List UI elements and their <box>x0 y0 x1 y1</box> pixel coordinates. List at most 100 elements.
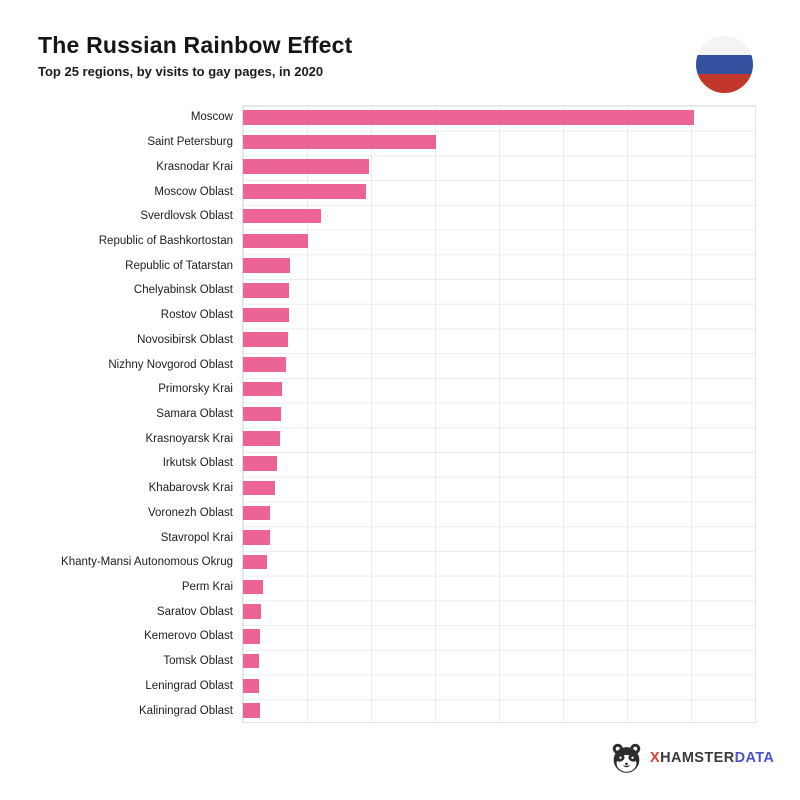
chart-row: Saint Petersburg <box>30 130 756 155</box>
bar <box>243 703 260 718</box>
hamster-icon <box>612 743 641 773</box>
bar <box>243 530 270 545</box>
chart-row: Kaliningrad Oblast <box>30 698 756 723</box>
category-label: Leningrad Oblast <box>145 679 233 692</box>
bar-track <box>242 352 756 377</box>
logo-wordmark: XHAMSTERDATA <box>650 750 774 766</box>
chart-row: Primorsky Krai <box>30 377 756 402</box>
bar <box>243 381 283 397</box>
category-label: Tomsk Oblast <box>163 655 233 668</box>
chart-row: Kemerovo Oblast <box>30 624 756 649</box>
bar-track <box>242 599 756 624</box>
chart-row: Stavropol Krai <box>30 525 756 550</box>
bar-track <box>242 624 756 649</box>
bar-track <box>242 303 756 328</box>
category-label: Perm Krai <box>181 581 233 594</box>
chart-row: Tomsk Oblast <box>30 649 756 674</box>
category-label: Saratov Oblast <box>156 605 233 618</box>
chart-row: Voronezh Oblast <box>30 501 756 526</box>
flag-stripe-blue <box>696 55 753 75</box>
category-label: Rostov Oblast <box>160 309 233 322</box>
bar-track <box>242 327 756 352</box>
chart-row: Krasnoyarsk Krai <box>30 426 756 451</box>
bar-track <box>242 674 756 699</box>
category-label: Novosibirsk Oblast <box>137 333 233 346</box>
bar-track <box>242 402 756 427</box>
bar-track <box>242 476 756 501</box>
bar <box>243 134 436 150</box>
category-label: Khabarovsk Krai <box>148 482 233 495</box>
bar-track <box>242 377 756 402</box>
bar-chart: Moscow Saint Petersburg Krasnodar Krai Mosc… <box>30 105 756 723</box>
bar <box>243 554 268 570</box>
logo-part-x: X <box>650 750 661 766</box>
bar-track <box>242 154 756 179</box>
category-label: Voronezh Oblast <box>147 506 233 519</box>
bar <box>243 208 321 224</box>
category-label: Sverdlovsk Oblast <box>140 210 233 223</box>
category-label: Kemerovo Oblast <box>144 630 233 643</box>
category-label: Nizhny Novgorod Oblast <box>108 358 233 371</box>
chart-row: Perm Krai <box>30 575 756 600</box>
chart-row: Irkutsk Oblast <box>30 451 756 476</box>
category-label: Saint Petersburg <box>147 136 233 149</box>
bar <box>243 431 281 446</box>
chart-row: Moscow Oblast <box>30 179 756 204</box>
flag-stripe-white <box>696 36 753 56</box>
category-label: Republic of Tatarstan <box>125 259 233 272</box>
page-subtitle: Top 25 regions, by visits to gay pages, … <box>38 64 324 79</box>
page-title: The Russian Rainbow Effect <box>38 32 353 58</box>
chart-rows: Moscow Saint Petersburg Krasnodar Krai Mosc… <box>30 105 756 723</box>
bar <box>243 653 259 669</box>
category-label: Irkutsk Oblast <box>162 457 233 470</box>
bar <box>243 233 308 249</box>
chart-row: Novosibirsk Oblast <box>30 327 756 352</box>
category-label: Samara Oblast <box>156 407 233 420</box>
bar <box>243 110 694 125</box>
chart-row: Moscow <box>30 105 756 130</box>
bar-track <box>242 105 756 130</box>
chart-row: Khanty-Mansi Autonomous Okrug <box>30 550 756 575</box>
bar-track <box>242 698 756 723</box>
bar <box>243 579 263 595</box>
bar-track <box>242 426 756 451</box>
brand-logo: XHAMSTERDATA <box>609 740 774 776</box>
category-label: Khanty-Mansi Autonomous Okrug <box>61 556 233 569</box>
bar-track <box>242 229 756 254</box>
chart-row: Republic of Bashkortostan <box>30 229 756 254</box>
bar-track <box>242 649 756 674</box>
plot-area <box>242 105 756 723</box>
category-label: Chelyabinsk Oblast <box>133 284 233 297</box>
logo-part-hamster: HAMSTER <box>660 750 735 766</box>
category-label: Stavropol Krai <box>160 531 233 544</box>
chart-row: Chelyabinsk Oblast <box>30 278 756 303</box>
category-label: Moscow Oblast <box>154 185 233 198</box>
bar <box>243 184 367 199</box>
bar <box>243 159 369 174</box>
bar <box>243 480 276 496</box>
chart-row: Saratov Oblast <box>30 599 756 624</box>
bar <box>243 678 259 694</box>
bar-track <box>242 179 756 204</box>
bar <box>243 283 289 298</box>
russia-flag-circle-icon <box>696 36 753 93</box>
chart-row: Khabarovsk Krai <box>30 476 756 501</box>
category-label: Krasnoyarsk Krai <box>145 432 233 445</box>
bar <box>243 456 278 471</box>
bar <box>243 406 281 422</box>
logo-part-data: DATA <box>734 750 775 766</box>
bar-track <box>242 204 756 229</box>
category-label: Republic of Bashkortostan <box>98 234 233 247</box>
chart-row: Nizhny Novgorod Oblast <box>30 352 756 377</box>
bar-track <box>242 501 756 526</box>
bar <box>243 604 262 619</box>
category-label: Primorsky Krai <box>158 383 233 396</box>
bar <box>243 629 260 644</box>
chart-row: Republic of Tatarstan <box>30 253 756 278</box>
bar-track <box>242 253 756 278</box>
chart-row: Krasnodar Krai <box>30 154 756 179</box>
bar <box>243 307 289 323</box>
chart-row: Leningrad Oblast <box>30 674 756 699</box>
bar <box>243 357 287 372</box>
chart-row: Samara Oblast <box>30 402 756 427</box>
